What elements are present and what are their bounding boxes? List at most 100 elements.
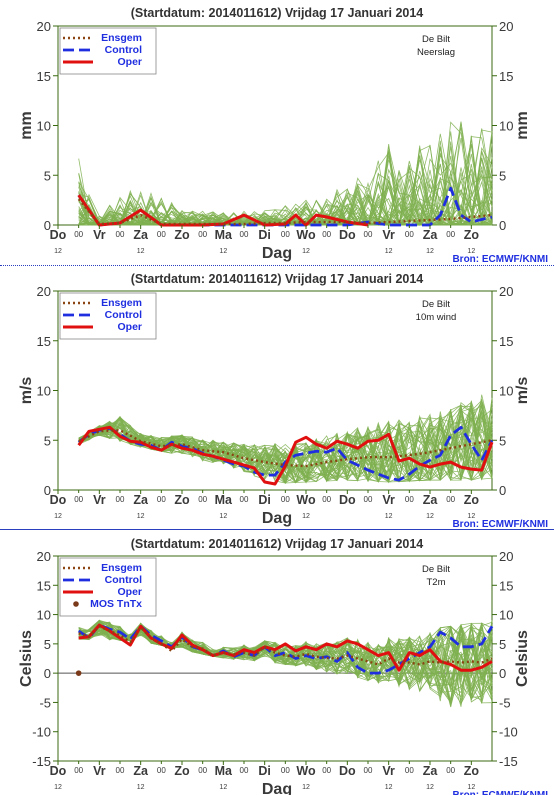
legend-label: Ensgem [101, 297, 142, 309]
x-tick-mid-label: 00 [198, 495, 207, 504]
x-tick-label: Za [133, 228, 149, 242]
panel-temperature: (Startdatum: 2014011612) Vrijdag 17 Janu… [18, 537, 548, 795]
x-tick-label: Do [339, 493, 356, 507]
legend-label: MOS TnTx [90, 598, 142, 610]
y-tick-label-left: 10 [37, 608, 51, 623]
ensemble-member-line [78, 424, 493, 482]
y-tick-label-right: 20 [499, 19, 513, 34]
x-tick-mid-label: 00 [240, 230, 249, 239]
y-axis-label-left: mm [18, 111, 35, 139]
x-tick-mid-label: 00 [116, 495, 125, 504]
y-tick-label-left: 0 [44, 483, 51, 498]
x-hour-label: 12 [467, 784, 475, 791]
legend-label: Ensgem [101, 32, 142, 44]
legend-box [59, 292, 157, 340]
y-tick-label-right: 15 [499, 69, 513, 84]
x-tick-label: Di [258, 764, 271, 778]
y-tick-label-right: 10 [499, 608, 513, 623]
x-hour-label: 12 [219, 784, 227, 791]
y-tick-label-right: 15 [499, 578, 513, 593]
y-tick-label-right: 5 [499, 168, 506, 183]
x-tick-label: Zo [174, 493, 190, 507]
x-hour-label: 12 [137, 513, 145, 520]
source-credit: Bron: ECMWF/KNMI [452, 254, 548, 265]
x-tick-mid-label: 00 [405, 230, 414, 239]
x-hour-label: 12 [385, 248, 393, 255]
x-tick-mid-label: 00 [322, 495, 331, 504]
panel-divider [0, 265, 554, 266]
x-tick-label: Vr [382, 764, 395, 778]
ensemble-member-line [78, 622, 493, 702]
legend-label: Oper [117, 56, 142, 68]
mos-marker [75, 670, 82, 676]
x-tick-label: Za [423, 493, 439, 507]
x-tick-mid-label: 00 [405, 495, 414, 504]
location-label: De Bilt [422, 299, 450, 310]
x-tick-label: Vr [93, 493, 106, 507]
chart-title: (Startdatum: 2014011612) Vrijdag 17 Janu… [131, 6, 424, 20]
x-hour-label: 12 [467, 248, 475, 255]
x-hour-label: 12 [54, 784, 62, 791]
variable-label: T2m [427, 577, 446, 588]
y-tick-label-right: 0 [499, 483, 506, 498]
x-tick-label: Za [423, 764, 439, 778]
x-tick-mid-label: 00 [157, 230, 166, 239]
variable-label: 10m wind [416, 312, 457, 323]
panel-precipitation: (Startdatum: 2014011612) Vrijdag 17 Janu… [18, 6, 548, 265]
y-tick-label-right: 20 [499, 284, 513, 299]
x-tick-label: Zo [464, 493, 480, 507]
x-tick-label: Do [50, 764, 67, 778]
x-tick-label: Ma [215, 228, 233, 242]
y-tick-label-left: 0 [44, 218, 51, 233]
x-tick-mid-label: 00 [240, 766, 249, 775]
y-tick-label-left: 20 [37, 19, 51, 34]
x-hour-label: 12 [302, 784, 310, 791]
x-tick-mid-label: 00 [198, 230, 207, 239]
x-tick-label: Za [423, 228, 439, 242]
series-line-oper [77, 194, 369, 227]
x-hour-label: 12 [302, 513, 310, 520]
panel-divider [0, 529, 554, 530]
y-tick-label-right: 0 [499, 218, 506, 233]
x-tick-mid-label: 00 [281, 766, 290, 775]
x-hour-label: 12 [302, 248, 310, 255]
x-axis-label: Dag [262, 510, 292, 527]
x-hour-label: 12 [137, 784, 145, 791]
x-tick-label: Zo [464, 228, 480, 242]
y-axis-label-right: m/s [514, 377, 531, 405]
x-hour-label: 12 [385, 513, 393, 520]
ensemble-member-line [78, 411, 493, 484]
legend-label: Oper [117, 321, 142, 333]
x-tick-mid-label: 00 [322, 766, 331, 775]
x-hour-label: 12 [219, 513, 227, 520]
y-tick-label-left: 15 [37, 578, 51, 593]
x-tick-mid-label: 00 [405, 766, 414, 775]
variable-label: Neerslag [417, 47, 455, 58]
x-tick-mid-label: 00 [281, 495, 290, 504]
y-tick-label-right: -5 [499, 695, 511, 710]
x-tick-mid-label: 00 [157, 766, 166, 775]
y-tick-label-left: 10 [37, 119, 51, 134]
series-line-ensgem [78, 625, 493, 666]
ensemble-member-line [78, 416, 493, 482]
x-tick-mid-label: 00 [322, 230, 331, 239]
legend-label: Control [105, 309, 142, 321]
y-tick-label-right: 5 [499, 433, 506, 448]
y-tick-label-right: 20 [499, 549, 513, 564]
x-hour-label: 12 [385, 784, 393, 791]
ensemble-member-line [78, 144, 493, 227]
x-tick-label: Do [339, 764, 356, 778]
ensemble-member-line [78, 405, 493, 483]
ensemble-member-line [78, 627, 493, 703]
x-axis-label: Dag [262, 245, 292, 262]
y-tick-label-left: 20 [37, 284, 51, 299]
x-tick-label: Zo [464, 764, 480, 778]
ensemble-member-line [78, 620, 493, 703]
x-tick-mid-label: 00 [364, 766, 373, 775]
y-tick-label-right: 10 [499, 119, 513, 134]
x-hour-label: 12 [467, 513, 475, 520]
x-hour-label: 12 [219, 248, 227, 255]
x-tick-mid-label: 00 [364, 230, 373, 239]
x-tick-mid-label: 00 [281, 230, 290, 239]
